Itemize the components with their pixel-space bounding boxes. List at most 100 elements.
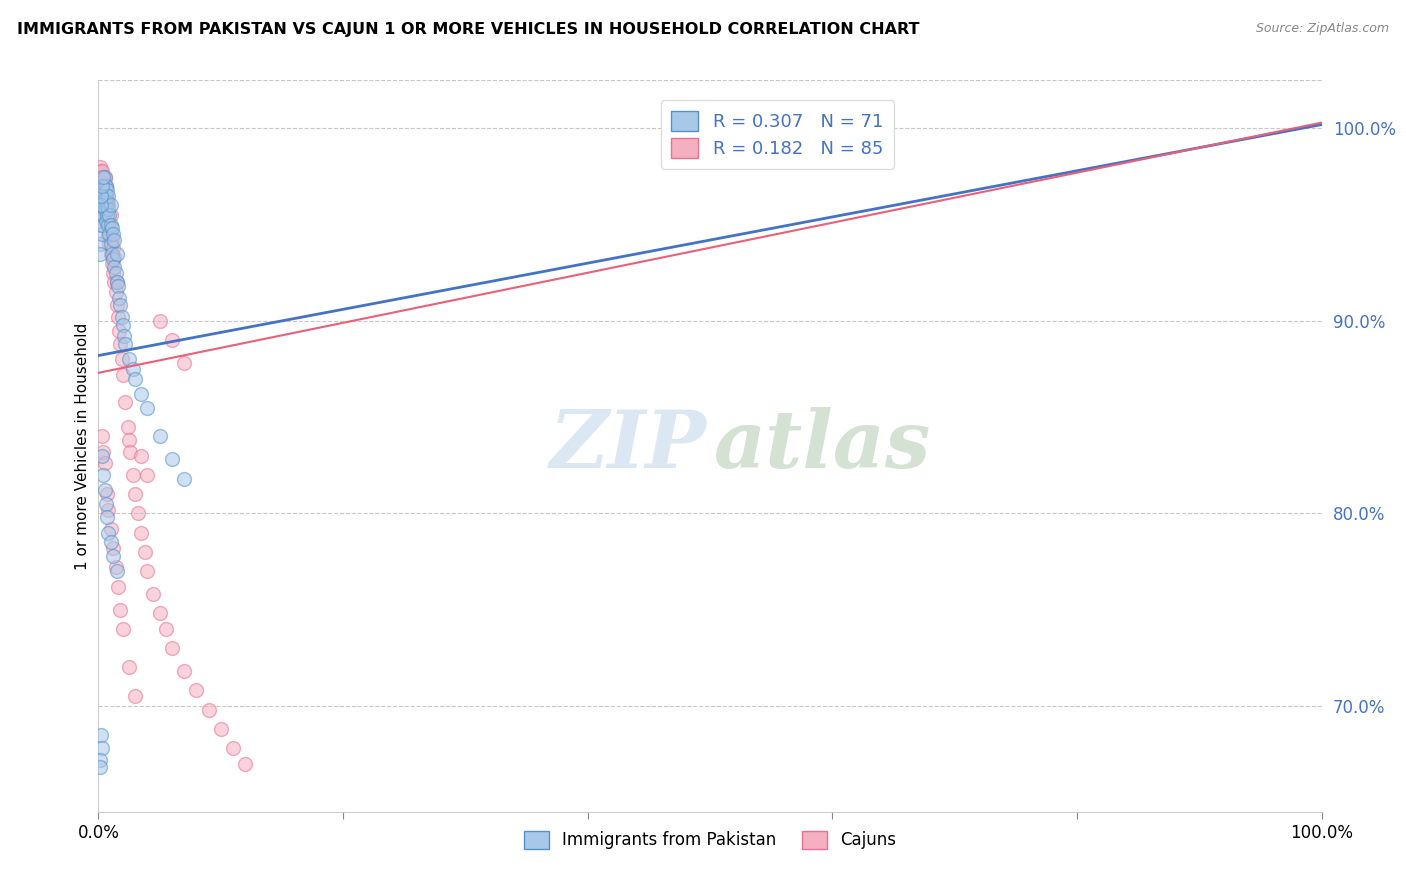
Point <box>91 179 114 194</box>
Point <box>160 333 183 347</box>
Point <box>91 449 114 463</box>
Point <box>93 179 115 194</box>
Point <box>97 202 120 217</box>
Point <box>111 622 134 636</box>
Point <box>91 179 114 194</box>
Point <box>90 208 112 222</box>
Point <box>100 227 122 242</box>
Point <box>94 497 117 511</box>
Point <box>118 352 141 367</box>
Point <box>89 160 111 174</box>
Point <box>91 193 114 207</box>
Point <box>103 276 125 290</box>
Point <box>90 188 112 202</box>
Point <box>118 434 141 448</box>
Legend: Immigrants from Pakistan, Cajuns: Immigrants from Pakistan, Cajuns <box>517 824 903 856</box>
Point <box>91 169 114 184</box>
Point <box>90 179 112 194</box>
Point <box>89 236 111 251</box>
Point <box>100 522 122 536</box>
Point <box>91 467 114 482</box>
Text: Source: ZipAtlas.com: Source: ZipAtlas.com <box>1256 22 1389 36</box>
Point <box>89 169 111 184</box>
Point <box>104 266 127 280</box>
Point <box>111 352 134 367</box>
Point <box>129 387 152 401</box>
Point <box>93 169 115 184</box>
Point <box>105 276 128 290</box>
Point <box>105 564 128 578</box>
Point <box>101 252 124 267</box>
Point <box>91 198 114 212</box>
Point <box>90 188 112 202</box>
Point <box>89 760 111 774</box>
Point <box>89 753 111 767</box>
Point <box>93 208 115 222</box>
Point <box>111 310 134 324</box>
Point <box>111 318 134 332</box>
Point <box>89 179 111 194</box>
Point <box>117 419 139 434</box>
Point <box>91 175 114 189</box>
Point <box>105 246 128 260</box>
Point <box>90 198 112 212</box>
Point <box>110 298 132 312</box>
Point <box>98 227 121 242</box>
Text: ZIP: ZIP <box>550 408 706 484</box>
Point <box>104 560 127 574</box>
Point <box>97 229 120 244</box>
Point <box>120 444 142 458</box>
Point <box>101 549 124 563</box>
Point <box>93 483 115 498</box>
Point <box>114 394 136 409</box>
Point <box>93 193 115 207</box>
Point <box>93 456 115 470</box>
Point <box>91 429 114 443</box>
Point <box>100 198 122 212</box>
Point <box>186 683 208 698</box>
Point <box>90 198 112 212</box>
Point <box>127 507 149 521</box>
Point <box>129 449 152 463</box>
Point <box>91 208 114 222</box>
Point <box>96 208 118 222</box>
Point <box>93 171 115 186</box>
Y-axis label: 1 or more Vehicles in Household: 1 or more Vehicles in Household <box>75 322 90 570</box>
Point <box>173 664 195 678</box>
Point <box>94 214 117 228</box>
Point <box>101 256 124 270</box>
Point <box>91 227 114 242</box>
Point <box>124 371 146 385</box>
Point <box>142 587 165 601</box>
Point <box>94 188 117 202</box>
Point <box>100 236 122 251</box>
Point <box>90 163 112 178</box>
Point <box>103 260 125 274</box>
Point <box>100 246 122 260</box>
Text: atlas: atlas <box>714 408 931 484</box>
Point <box>94 179 117 194</box>
Point <box>91 218 114 232</box>
Point <box>93 198 115 212</box>
Point <box>110 602 132 616</box>
Point <box>94 188 117 202</box>
Point <box>105 276 128 290</box>
Point <box>91 163 114 178</box>
Point <box>97 525 120 540</box>
Point <box>160 452 183 467</box>
Point <box>97 214 120 228</box>
Point <box>91 194 114 209</box>
Point <box>121 467 143 482</box>
Point <box>101 227 124 242</box>
Point <box>96 487 118 501</box>
Point <box>136 401 159 415</box>
Point <box>209 722 232 736</box>
Point <box>149 607 172 621</box>
Point <box>222 741 245 756</box>
Point <box>107 279 129 293</box>
Point <box>93 202 115 217</box>
Point <box>101 541 124 555</box>
Point <box>110 337 132 351</box>
Point <box>101 221 124 235</box>
Point <box>94 202 117 217</box>
